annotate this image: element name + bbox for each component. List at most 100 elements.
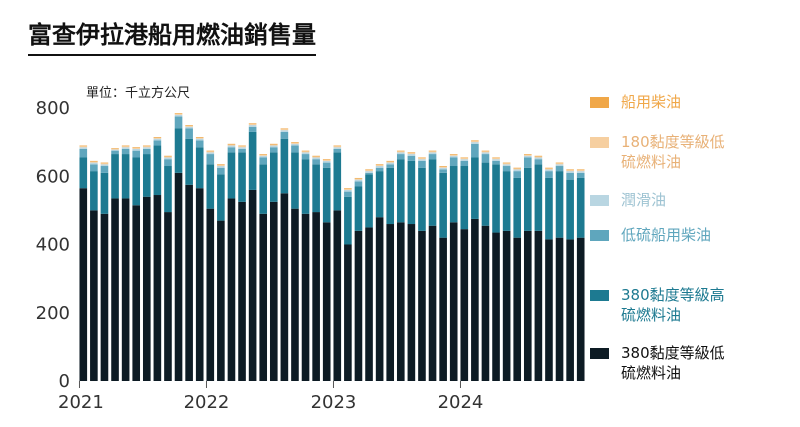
bar-segment-s1-m35 bbox=[449, 166, 458, 223]
bar-segment-s4-m22 bbox=[312, 156, 320, 158]
bar-segment-s4-m31 bbox=[407, 153, 416, 155]
legend-item-3: 潤滑油 bbox=[590, 190, 751, 210]
bar-segment-s1-m31 bbox=[407, 160, 416, 225]
bar-segment-s1-m10 bbox=[185, 138, 193, 185]
bar-segment-s0-m14 bbox=[227, 198, 236, 381]
bar-segment-s4-m29 bbox=[386, 161, 395, 163]
bar-segment-s1-m8 bbox=[164, 166, 172, 213]
bar-segment-s1-m5 bbox=[132, 157, 141, 206]
bar-segment-s1-m16 bbox=[248, 131, 257, 190]
bar-segment-s5-m1 bbox=[90, 160, 98, 162]
bar-segment-s1-m45 bbox=[555, 171, 564, 238]
bar-segment-s0-m29 bbox=[386, 224, 395, 381]
bar-segment-s2-m36 bbox=[460, 160, 469, 167]
bar-segment-s3-m37 bbox=[471, 142, 479, 144]
bar-segment-s0-m11 bbox=[195, 188, 204, 381]
bar-segment-s1-m22 bbox=[312, 164, 320, 213]
bar-segment-s5-m30 bbox=[396, 150, 405, 152]
bar-segment-s5-m26 bbox=[354, 177, 363, 179]
bar-segment-s4-m1 bbox=[90, 161, 98, 163]
bar-segment-s0-m44 bbox=[545, 239, 553, 381]
bar-segment-s2-m31 bbox=[407, 155, 416, 161]
bar-segment-s2-m39 bbox=[492, 160, 500, 165]
bar-segment-s3-m29 bbox=[386, 162, 395, 165]
bar-segment-s3-m27 bbox=[365, 171, 373, 173]
bar-segment-s5-m38 bbox=[481, 150, 490, 152]
bar-segment-s1-m38 bbox=[481, 162, 490, 226]
bar-segment-s3-m39 bbox=[492, 159, 500, 161]
bar-segment-s0-m43 bbox=[534, 230, 543, 381]
bar-segment-s5-m4 bbox=[121, 145, 130, 147]
bar-segment-s1-m26 bbox=[354, 186, 363, 231]
bar-segment-s2-m22 bbox=[312, 159, 320, 165]
bar-segment-s3-m47 bbox=[576, 171, 585, 173]
bar-segment-s0-m42 bbox=[523, 230, 532, 381]
bar-segment-s4-m35 bbox=[449, 154, 458, 156]
bar-segment-s1-m0 bbox=[79, 157, 88, 189]
bar-segment-s3-m33 bbox=[428, 152, 437, 155]
bar-segment-s3-m16 bbox=[248, 125, 257, 127]
bar-segment-s4-m40 bbox=[502, 163, 511, 165]
legend-label-2: 低硫船用柴油 bbox=[621, 226, 712, 244]
bar-segment-s3-m36 bbox=[460, 159, 469, 161]
bar-segment-s0-m16 bbox=[248, 189, 257, 381]
bar-segment-s3-m24 bbox=[333, 147, 342, 149]
bar-segment-s2-m18 bbox=[269, 147, 278, 153]
bar-segment-s2-m46 bbox=[566, 172, 574, 180]
bar-segment-s1-m36 bbox=[460, 166, 469, 230]
bar-segment-s0-m3 bbox=[111, 198, 119, 381]
bar-segment-s5-m37 bbox=[471, 140, 479, 142]
bar-segment-s4-m46 bbox=[566, 170, 574, 172]
bar-segment-s5-m47 bbox=[576, 169, 585, 171]
bar-segment-s5-m15 bbox=[238, 145, 246, 147]
bar-segment-s3-m0 bbox=[79, 147, 88, 149]
bar-segment-s1-m2 bbox=[100, 172, 109, 214]
x-tick-label-0: 2021 bbox=[58, 392, 104, 413]
bar-segment-s2-m43 bbox=[534, 159, 543, 165]
bar-segment-s4-m10 bbox=[185, 125, 193, 127]
bar-segment-s5-m19 bbox=[280, 128, 289, 130]
bar-segment-s5-m28 bbox=[375, 164, 384, 165]
bar-segment-s5-m32 bbox=[418, 157, 426, 159]
bar-segment-s5-m46 bbox=[566, 169, 574, 171]
bar-segment-s3-m10 bbox=[185, 126, 193, 129]
bar-segment-s1-m11 bbox=[195, 147, 204, 189]
bar-segment-s5-m6 bbox=[142, 145, 151, 147]
bar-segment-s1-m43 bbox=[534, 164, 543, 231]
bar-segment-s4-m0 bbox=[79, 146, 88, 148]
bar-segment-s0-m22 bbox=[312, 212, 320, 381]
bar-segment-s1-m6 bbox=[142, 154, 151, 197]
bar-segment-s1-m30 bbox=[396, 159, 405, 223]
bar-segment-s0-m24 bbox=[333, 210, 342, 382]
bar-segment-s1-m46 bbox=[566, 179, 574, 240]
y-axis-ticks: 0 200 400 600 800 bbox=[36, 98, 70, 392]
bar-segment-s3-m11 bbox=[195, 138, 204, 141]
bar-segment-s4-m13 bbox=[217, 164, 225, 167]
bar-segment-s2-m4 bbox=[121, 148, 130, 155]
bar-segment-s0-m20 bbox=[291, 208, 299, 381]
bar-segment-s4-m15 bbox=[238, 146, 246, 148]
bar-segment-s1-m9 bbox=[174, 128, 183, 173]
legend-item-0: 380黏度等級低 硫燃料油 bbox=[590, 343, 751, 383]
bar-segment-s0-m45 bbox=[555, 237, 564, 381]
bar-segment-s4-m45 bbox=[555, 163, 564, 165]
bar-segment-s2-m6 bbox=[142, 148, 151, 155]
bar-segment-s1-m29 bbox=[386, 167, 395, 225]
bar-segment-s3-m17 bbox=[259, 155, 268, 158]
bar-segment-s0-m21 bbox=[301, 213, 310, 381]
bar-segment-s4-m14 bbox=[227, 144, 236, 146]
bar-segment-s0-m7 bbox=[153, 195, 162, 381]
bar-segment-s5-m33 bbox=[428, 150, 437, 152]
bar-segment-s0-m38 bbox=[481, 225, 490, 381]
bar-segment-s5-m18 bbox=[269, 143, 278, 145]
bar-segment-s1-m1 bbox=[90, 171, 98, 211]
bar-segment-s4-m38 bbox=[481, 151, 490, 153]
bar-segment-s4-m32 bbox=[418, 158, 426, 160]
bar-segment-s2-m17 bbox=[259, 157, 268, 165]
bar-segment-s2-m20 bbox=[291, 145, 299, 153]
bar-segment-s3-m44 bbox=[545, 169, 553, 172]
bar-segment-s5-m39 bbox=[492, 157, 500, 159]
bar-segment-s4-m7 bbox=[153, 137, 162, 139]
bar-segment-s2-m7 bbox=[153, 140, 162, 146]
bar-segment-s5-m42 bbox=[523, 154, 532, 155]
